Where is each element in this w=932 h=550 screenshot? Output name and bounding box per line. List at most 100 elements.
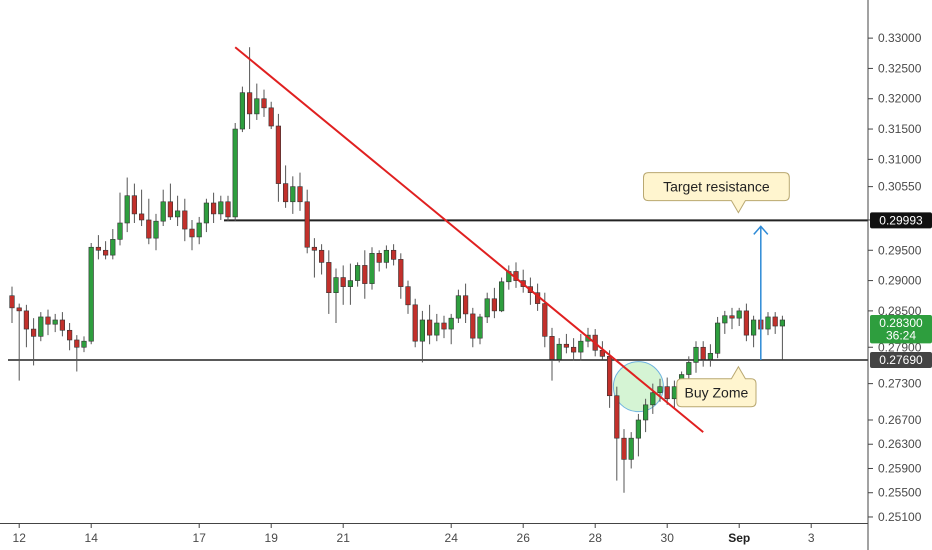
candle[interactable]	[491, 287, 498, 319]
candle[interactable]	[549, 327, 555, 381]
candle[interactable]	[52, 313, 58, 333]
candle[interactable]	[650, 383, 656, 414]
candle[interactable]	[628, 432, 634, 469]
candle[interactable]	[642, 398, 649, 433]
candle[interactable]	[556, 338, 562, 363]
target-resistance-callout[interactable]: Target resistance	[643, 172, 790, 214]
candle[interactable]	[621, 429, 627, 493]
candle[interactable]	[700, 341, 706, 367]
price-badge[interactable]: 0.27690	[870, 351, 932, 368]
candle[interactable]	[290, 176, 296, 214]
candle[interactable]	[570, 338, 577, 361]
price-axis[interactable]: 0.33000 0.32500 0.32000 0.31500 0.31000 0.305…	[867, 0, 932, 550]
candle[interactable]	[189, 219, 195, 251]
candle[interactable]	[714, 316, 721, 359]
candle[interactable]	[9, 286, 15, 324]
candle[interactable]	[376, 250, 382, 272]
time-axis[interactable]: 12 14 17 19 21 24 26 28 30 Sep 3	[0, 523, 868, 546]
price-badge[interactable]: 0.28300	[870, 315, 932, 332]
candle[interactable]	[434, 313, 440, 342]
candle[interactable]	[275, 113, 282, 202]
candle[interactable]	[369, 247, 375, 290]
candle[interactable]	[333, 268, 339, 324]
candle[interactable]	[131, 183, 138, 223]
descending-trendline[interactable]	[234, 46, 704, 433]
candle[interactable]	[268, 101, 274, 130]
candle[interactable]	[30, 318, 37, 366]
candle[interactable]	[38, 312, 44, 342]
candle[interactable]	[211, 192, 217, 223]
candle[interactable]	[225, 195, 231, 222]
candle[interactable]	[398, 253, 404, 299]
candle[interactable]	[153, 213, 159, 251]
candle[interactable]	[779, 315, 785, 360]
candle[interactable]	[282, 165, 289, 208]
candle[interactable]	[470, 307, 476, 348]
candle[interactable]	[218, 195, 224, 220]
candle[interactable]	[362, 250, 368, 299]
candle[interactable]	[124, 177, 130, 233]
candle[interactable]	[736, 307, 742, 327]
candle[interactable]	[160, 189, 166, 227]
candle[interactable]	[146, 198, 152, 245]
candle[interactable]	[441, 315, 447, 339]
candle[interactable]	[311, 238, 318, 278]
candle[interactable]	[297, 172, 303, 211]
candle[interactable]	[182, 198, 188, 242]
plot-area[interactable]	[8, 47, 868, 493]
candle[interactable]	[664, 377, 670, 405]
candle[interactable]	[81, 336, 87, 353]
candle[interactable]	[110, 229, 116, 260]
candle[interactable]	[103, 241, 109, 260]
candle[interactable]	[59, 312, 65, 337]
candle[interactable]	[484, 292, 490, 324]
candle[interactable]	[750, 315, 757, 348]
candle[interactable]	[254, 83, 260, 120]
candle[interactable]	[67, 323, 73, 351]
candle[interactable]	[412, 298, 418, 348]
candle[interactable]	[304, 189, 310, 254]
candle[interactable]	[175, 195, 181, 227]
candle[interactable]	[614, 386, 620, 481]
candle[interactable]	[117, 192, 123, 246]
candle[interactable]	[247, 47, 253, 130]
candle[interactable]	[203, 198, 210, 233]
candle[interactable]	[196, 216, 202, 245]
candle[interactable]	[318, 244, 325, 275]
candle[interactable]	[390, 244, 397, 266]
price-badge[interactable]: 0.29993	[870, 212, 932, 229]
candle[interactable]	[563, 333, 569, 354]
candle[interactable]	[167, 183, 174, 220]
candle[interactable]	[354, 262, 361, 287]
candle[interactable]	[635, 413, 641, 457]
candle[interactable]	[45, 309, 51, 336]
candle[interactable]	[139, 189, 145, 227]
candle[interactable]	[686, 356, 692, 379]
candle[interactable]	[347, 263, 354, 305]
candle[interactable]	[722, 310, 728, 334]
candle[interactable]	[74, 335, 80, 372]
candle[interactable]	[477, 313, 483, 345]
candle[interactable]	[426, 304, 433, 345]
candle[interactable]	[239, 86, 246, 133]
buy-zone-callout[interactable]: Buy Zome	[676, 365, 757, 408]
candle[interactable]	[462, 283, 469, 324]
candle[interactable]	[405, 280, 411, 314]
candle[interactable]	[657, 378, 663, 402]
candle[interactable]	[498, 277, 505, 313]
candle[interactable]	[261, 89, 267, 117]
price-badge[interactable]: 36:24	[870, 327, 932, 344]
candle[interactable]	[326, 250, 332, 314]
candle[interactable]	[95, 235, 101, 260]
candle[interactable]	[693, 341, 699, 373]
candle[interactable]	[340, 265, 346, 305]
candle[interactable]	[729, 307, 735, 330]
candle[interactable]	[578, 333, 584, 361]
candle[interactable]	[232, 122, 238, 222]
candle[interactable]	[743, 303, 749, 342]
candle[interactable]	[707, 344, 713, 367]
candle[interactable]	[383, 245, 390, 269]
candle[interactable]	[16, 303, 22, 381]
candle[interactable]	[23, 304, 30, 348]
